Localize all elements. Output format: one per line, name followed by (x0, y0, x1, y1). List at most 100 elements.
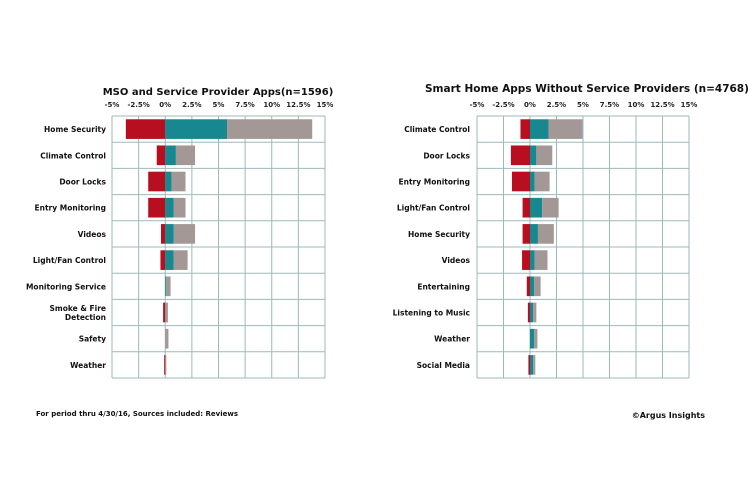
category-label-line: Videos (78, 230, 107, 239)
bar-negative (511, 171, 530, 192)
category-label: Smoke & Fire Detection (50, 304, 106, 322)
bar-positive-teal (165, 197, 174, 218)
bar-positive-gray (536, 145, 553, 166)
x-tick-label: 2.5% (182, 101, 201, 109)
category-label-line: Weather (70, 361, 106, 370)
category-label-line: Entry Monitoring (399, 178, 471, 187)
category-label: Social Media (417, 361, 470, 370)
bar-positive-teal (530, 145, 537, 166)
category-label: Climate Control (40, 151, 106, 160)
category-label: Weather (70, 361, 106, 370)
chart-title: MSO and Service Provider Apps(n=1596) (103, 87, 334, 98)
x-tick-label: -5% (105, 101, 120, 109)
category-label: Climate Control (404, 125, 470, 134)
bar-positive-gray (171, 171, 186, 192)
category-label: Videos (78, 230, 107, 239)
category-label-line: Detection (65, 313, 106, 322)
bar-positive-gray (534, 328, 538, 349)
bar-negative (522, 197, 530, 218)
bar-positive-gray (533, 302, 537, 323)
bar-negative (125, 119, 166, 139)
chart-1: MSO and Service Provider Apps(n=1596) -5%… (26, 87, 334, 379)
bar-negative (156, 145, 166, 166)
bar-positive-teal (165, 276, 167, 297)
bar-positive-gray (533, 355, 536, 375)
bar-negative (148, 171, 166, 192)
category-label: Videos (442, 256, 471, 265)
bar-negative (164, 355, 166, 375)
bar-negative (148, 197, 166, 218)
x-tick-label: 0% (159, 101, 171, 109)
bar-positive-gray (534, 276, 541, 297)
category-label-line: Home Security (408, 230, 470, 239)
category-label: Entry Monitoring (35, 204, 107, 213)
category-label: Safety (79, 335, 106, 344)
bar-positive-gray (175, 145, 196, 166)
bar-negative (522, 224, 530, 244)
bar-positive-gray (534, 250, 548, 270)
bar-positive-teal (530, 276, 535, 297)
bar-negative (528, 355, 530, 375)
bar-positive-gray (173, 197, 186, 218)
footer-note: For period thru 4/30/16, Sources include… (36, 410, 239, 418)
bar-positive-teal (530, 302, 534, 323)
category-label-line: Climate Control (404, 125, 470, 134)
category-label-line: Social Media (417, 361, 470, 370)
x-tick-label: 7.5% (235, 101, 254, 109)
category-label: Monitoring Service (26, 282, 106, 291)
category-label-line: Smoke & Fire (50, 304, 106, 313)
bar-negative (522, 250, 530, 270)
bar-positive-teal (165, 224, 174, 244)
category-label: Door Locks (423, 151, 470, 160)
category-label: Home Security (44, 125, 106, 134)
category-label: Weather (434, 335, 470, 344)
category-label-line: Entry Monitoring (35, 204, 107, 213)
category-label-line: Videos (442, 256, 471, 265)
bar-positive-teal (530, 328, 535, 349)
bar-positive-gray (227, 119, 313, 139)
bar-negative (510, 145, 530, 166)
bar-positive-gray (173, 224, 196, 244)
category-label-line: Listening to Music (393, 309, 470, 318)
bar-positive-gray (165, 355, 167, 375)
category-label: Light/Fan Control (33, 256, 106, 265)
bar-positive-gray (534, 171, 550, 192)
bar-positive-teal (165, 145, 176, 166)
footer-copyright: ©Argus Insights (631, 411, 705, 420)
category-label-line: Monitoring Service (26, 282, 106, 291)
bar-positive-gray (173, 250, 188, 270)
bar-negative (160, 224, 166, 244)
bar-positive-gray (165, 328, 169, 349)
category-label-line: Home Security (44, 125, 106, 134)
category-label-line: Weather (434, 335, 470, 344)
category-label: Listening to Music (393, 309, 470, 318)
bar-positive-teal (530, 250, 535, 270)
x-tick-label: -5% (470, 101, 485, 109)
bar-positive-teal (165, 119, 228, 139)
category-label: Entry Monitoring (399, 178, 471, 187)
x-tick-label: 7.5% (600, 101, 619, 109)
x-tick-label: 12.5% (650, 101, 674, 109)
category-label-line: Door Locks (59, 178, 106, 187)
bar-positive-teal (530, 224, 538, 244)
chart-2: Smart Home Apps Without Service Provider… (393, 83, 749, 379)
category-label-line: Entertaining (417, 282, 470, 291)
category-label: Light/Fan Control (397, 204, 470, 213)
bar-positive-teal (530, 171, 535, 192)
chart-title: Smart Home Apps Without Service Provider… (425, 83, 749, 95)
bar-positive-teal (530, 355, 534, 375)
bar-positive-teal (530, 197, 543, 218)
x-tick-label: -2.5% (127, 101, 149, 109)
category-label: Entertaining (417, 282, 470, 291)
x-tick-label: 5% (213, 101, 225, 109)
bar-positive-gray (542, 197, 559, 218)
x-tick-label: 12.5% (286, 101, 310, 109)
bar-positive-gray (165, 302, 168, 323)
x-tick-label: -2.5% (492, 101, 514, 109)
bar-negative (527, 302, 530, 323)
bar-negative (526, 276, 530, 297)
x-tick-label: 10% (628, 101, 645, 109)
category-label-line: Safety (79, 335, 106, 344)
bar-negative (160, 250, 166, 270)
